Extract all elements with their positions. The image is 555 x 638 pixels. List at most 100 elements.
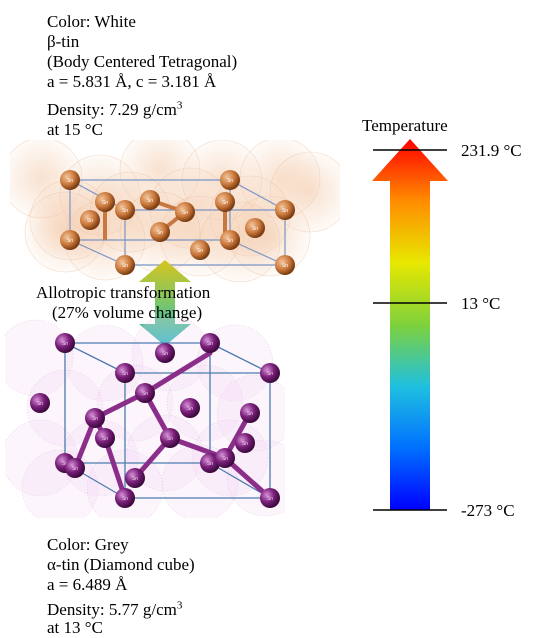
alpha-atom-label: Sn xyxy=(122,496,128,502)
alpha-atom-label: Sn xyxy=(267,496,273,502)
alpha-cell-edge xyxy=(64,342,126,374)
alpha-tin-atom xyxy=(215,448,235,468)
alpha-atom-label: Sn xyxy=(242,441,248,447)
beta-tin-atom xyxy=(150,222,170,242)
alpha-atom-label: Sn xyxy=(72,466,78,472)
alpha-atom-label: Sn xyxy=(92,416,98,422)
alpha-atom-label: Sn xyxy=(247,411,253,417)
beta-temp-note: at 15 °C xyxy=(47,120,103,139)
beta-tin-atom xyxy=(115,255,135,275)
alpha-tin-atom xyxy=(30,393,50,413)
alpha-atom-halo xyxy=(126,414,204,492)
alpha-density-exponent: 3 xyxy=(176,599,183,612)
beta-atom-label: Sn xyxy=(147,198,153,204)
alpha-bond xyxy=(222,455,273,501)
beta-atom-label: Sn xyxy=(87,218,93,224)
beta-tin-atom xyxy=(215,192,235,212)
alpha-atom-halo xyxy=(166,364,244,442)
beta-atom-label: Sn xyxy=(67,178,73,184)
alpha-atom-halo xyxy=(96,364,174,442)
temperature-tick-label: 13 °C xyxy=(461,294,500,313)
temperature-tick-label: -273 °C xyxy=(461,501,515,520)
beta-atom-halo xyxy=(229,195,311,277)
beta-tin-atom xyxy=(220,230,240,250)
alpha-tin-atom xyxy=(125,468,145,488)
alpha-tin-atom xyxy=(135,383,155,403)
alpha-name-label: α-tin (Diamond cube) xyxy=(47,555,195,574)
beta-atom-label: Sn xyxy=(197,248,203,254)
beta-tin-atom xyxy=(60,230,80,250)
beta-lattice-label: a = 5.831 Å, c = 3.181 Å xyxy=(47,72,217,91)
alpha-color-label: Color: Grey xyxy=(47,535,129,554)
beta-atom-label: Sn xyxy=(227,238,233,244)
transformation-label: Allotropic transformation xyxy=(36,283,211,302)
alpha-lattice-label: a = 6.489 Å xyxy=(47,575,128,594)
beta-cell-edge xyxy=(69,239,126,266)
alpha-atom-label: Sn xyxy=(62,341,68,347)
alpha-tin-atom xyxy=(55,333,75,353)
alpha-atom-label: Sn xyxy=(62,461,68,467)
alpha-bond xyxy=(142,350,213,396)
beta-atom-label: Sn xyxy=(227,178,233,184)
alpha-tin-atom xyxy=(85,408,105,428)
beta-tin-atom xyxy=(115,200,135,220)
alpha-temp-note: at 13 °C xyxy=(47,618,103,637)
alpha-tin-atom xyxy=(115,488,135,508)
alpha-cell-edge xyxy=(209,342,271,374)
alpha-tin-atom xyxy=(200,333,220,353)
alpha-tin-atom xyxy=(235,433,255,453)
beta-atom-label: Sn xyxy=(252,226,258,232)
beta-atom-label: Sn xyxy=(122,263,128,269)
beta-atom-label: Sn xyxy=(122,208,128,214)
alpha-tin-atom xyxy=(115,363,135,383)
beta-tin-atom xyxy=(275,200,295,220)
alpha-tin-atom xyxy=(180,398,200,418)
alpha-atom-label: Sn xyxy=(37,401,43,407)
alpha-atom-label: Sn xyxy=(102,436,108,442)
beta-tin-crystal-diagram: Sn Sn Sn Sn Sn Sn Sn Sn Sn Sn Sn Sn Sn Sn Sn Sn xyxy=(10,140,340,283)
alpha-tin-atom xyxy=(160,428,180,448)
beta-atom-label: Sn xyxy=(67,238,73,244)
beta-atom-label: Sn xyxy=(282,263,288,269)
beta-atom-label: Sn xyxy=(282,208,288,214)
beta-tin-atom xyxy=(80,210,100,230)
beta-cell-edge xyxy=(69,179,126,211)
beta-tin-atom xyxy=(220,170,240,190)
temperature-scale: 231.9 °C 13 °C -273 °C xyxy=(372,139,522,520)
beta-tin-atom xyxy=(245,218,265,238)
alpha-bond xyxy=(102,435,128,501)
beta-structure-label: (Body Centered Tetragonal) xyxy=(47,52,238,71)
alpha-tin-crystal-diagram: Sn Sn Sn Sn Sn Sn Sn Sn Sn Sn Sn Sn Sn Sn Sn Sn Sn Sn Sn Sn xyxy=(5,318,285,518)
alpha-atom-label: Sn xyxy=(122,371,128,377)
beta-tin-atom xyxy=(190,240,210,260)
beta-atom-label: Sn xyxy=(182,210,188,216)
temperature-gradient-arrow xyxy=(372,139,448,510)
beta-density-exponent: 3 xyxy=(176,99,183,112)
alpha-atom-label: Sn xyxy=(162,351,168,357)
beta-tin-atom xyxy=(275,255,295,275)
beta-atom-label: Sn xyxy=(222,200,228,206)
alpha-atom-label: Sn xyxy=(207,461,213,467)
alpha-tin-atom xyxy=(95,428,115,448)
alpha-tin-atom xyxy=(260,488,280,508)
alpha-atom-label: Sn xyxy=(187,406,193,412)
beta-tin-atom xyxy=(60,170,80,190)
double-arrow-icon xyxy=(139,260,191,346)
alpha-atom-label: Sn xyxy=(167,436,173,442)
beta-cell-edge xyxy=(229,239,286,266)
alpha-atom-label: Sn xyxy=(207,341,213,347)
beta-name-label: β-tin xyxy=(47,32,80,51)
alpha-atom-label: Sn xyxy=(222,456,228,462)
alpha-density-label: Density: 5.77 g/cm3 xyxy=(47,599,183,619)
beta-tin-atom xyxy=(140,190,160,210)
alpha-tin-atom xyxy=(260,363,280,383)
beta-color-label: Color: White xyxy=(47,12,136,31)
temperature-title: Temperature xyxy=(362,116,448,135)
alpha-atom-label: Sn xyxy=(132,476,138,482)
temperature-tick-label: 231.9 °C xyxy=(461,141,522,160)
alpha-tin-atom xyxy=(65,458,85,478)
alpha-atom-label: Sn xyxy=(267,371,273,377)
beta-atom-label: Sn xyxy=(102,200,108,206)
alpha-atom-label: Sn xyxy=(142,391,148,397)
alpha-tin-atom xyxy=(155,343,175,363)
